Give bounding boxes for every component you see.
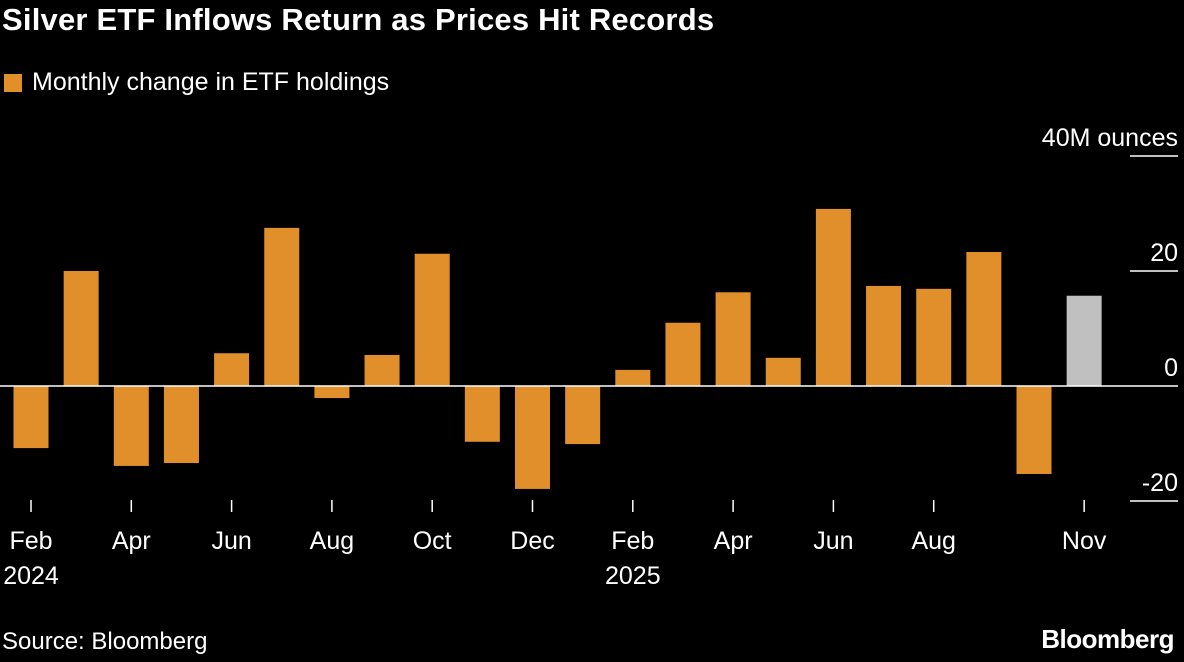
x-tick-label: Oct — [413, 527, 452, 555]
bar-oct-2024 — [414, 253, 450, 386]
x-tick-label: Jun — [813, 527, 853, 555]
bar-may-2025 — [765, 357, 801, 386]
bar-sep-2024 — [364, 354, 400, 386]
bar-may-2024 — [163, 386, 199, 464]
bar-sep-2025 — [966, 252, 1002, 386]
x-tick-label: Aug — [911, 527, 955, 555]
y-tick-label: -20 — [1142, 469, 1178, 497]
bar-mar-2025 — [665, 322, 701, 386]
bar-apr-2024 — [113, 386, 149, 466]
bar-mar-2024 — [63, 271, 99, 386]
y-tick-label: 40M ounces — [1042, 124, 1178, 152]
legend: Monthly change in ETF holdings — [4, 68, 389, 97]
x-tick-label: Dec — [510, 527, 554, 555]
x-tick-year: 2024 — [3, 562, 59, 590]
y-tick-label: 20 — [1150, 239, 1178, 267]
x-tick-label: Nov — [1062, 527, 1107, 555]
x-tick-year: 2025 — [605, 562, 661, 590]
bar-dec-2024 — [515, 386, 550, 489]
source-note: Source: Bloomberg — [2, 628, 208, 655]
bar-feb-2025 — [615, 369, 651, 386]
legend-label: Monthly change in ETF holdings — [32, 68, 390, 96]
bar-aug-2025 — [916, 288, 952, 386]
bar-nov-2025 — [1066, 295, 1102, 386]
y-tick-label: 0 — [1164, 354, 1178, 382]
bar-aug-2024 — [314, 386, 350, 399]
x-tick-label: Apr — [112, 527, 151, 555]
bar-jan-2025 — [565, 386, 601, 445]
bar-nov-2024 — [464, 386, 500, 442]
x-tick-label: Apr — [714, 527, 753, 555]
bar-apr-2025 — [715, 292, 751, 386]
bar-feb-2024 — [13, 386, 49, 449]
x-tick-label: Jun — [211, 527, 251, 555]
bloomberg-logo: Bloomberg — [1041, 624, 1174, 654]
bar-jul-2024 — [264, 227, 300, 386]
x-tick-label: Aug — [310, 527, 354, 555]
chart-title: Silver ETF Inflows Return as Prices Hit … — [2, 2, 715, 37]
bar-oct-2025 — [1016, 386, 1052, 474]
bar-jun-2024 — [214, 353, 250, 386]
bar-jun-2025 — [815, 208, 851, 386]
x-tick-label: Feb — [9, 527, 52, 555]
bar-jul-2025 — [866, 285, 902, 386]
x-tick-label: Feb — [611, 527, 654, 555]
legend-swatch — [4, 73, 22, 92]
